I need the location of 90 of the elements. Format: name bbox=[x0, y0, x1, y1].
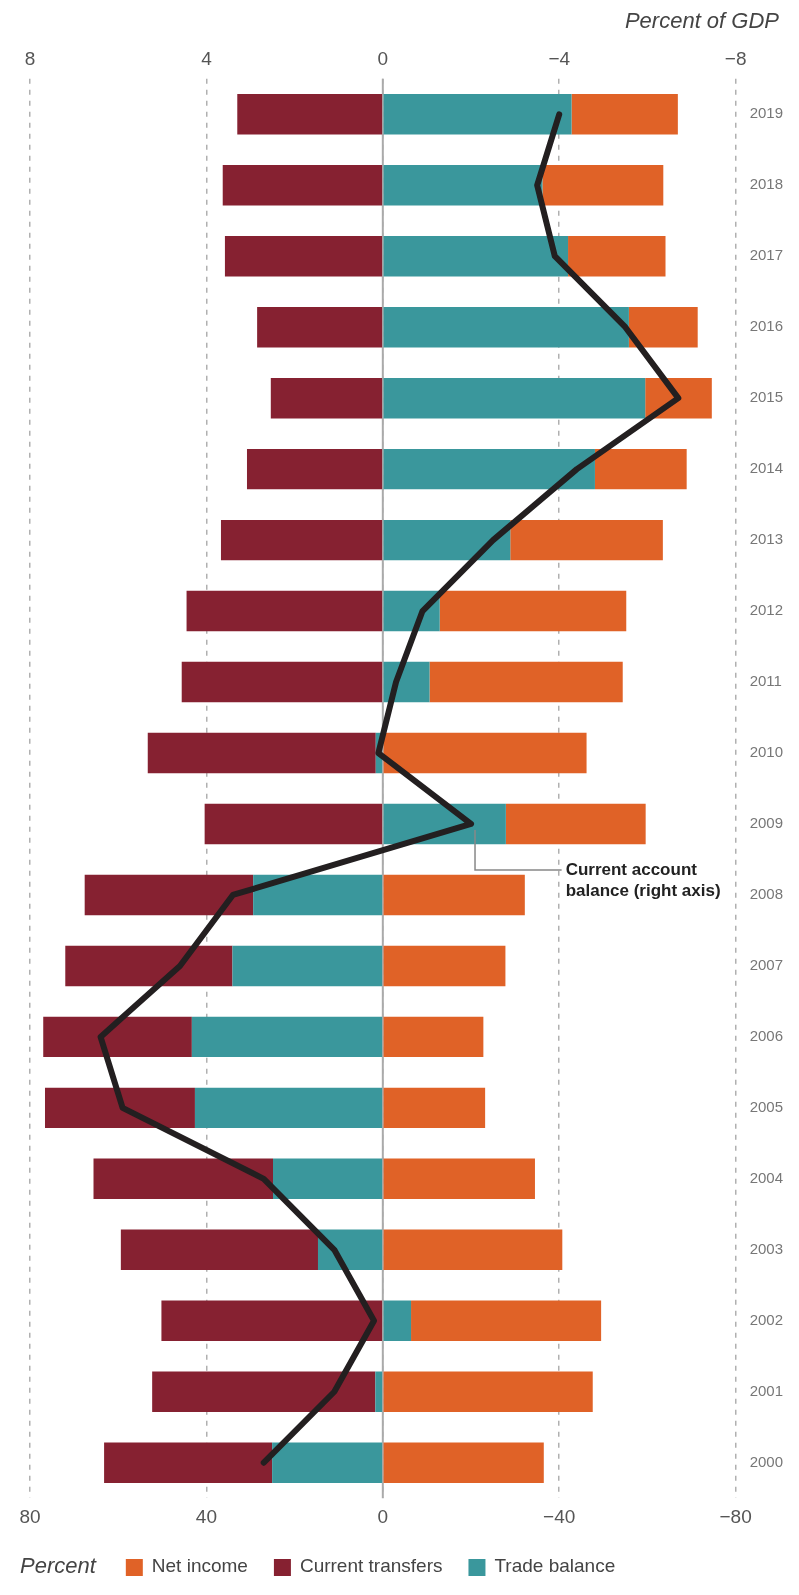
bar bbox=[571, 94, 678, 135]
bar bbox=[222, 165, 383, 206]
y-tick-label: 2009 bbox=[749, 814, 784, 832]
bar bbox=[594, 448, 687, 490]
bar bbox=[194, 1087, 383, 1129]
bar bbox=[270, 377, 383, 419]
bar bbox=[181, 661, 383, 703]
x-tick-label: 0 bbox=[377, 1505, 389, 1527]
y-tick-label: 2004 bbox=[749, 1168, 784, 1186]
bar bbox=[383, 1158, 535, 1200]
bar bbox=[568, 236, 666, 277]
bar bbox=[383, 1300, 412, 1341]
bar bbox=[383, 1371, 593, 1412]
x-axis-title: Percent bbox=[20, 1553, 97, 1579]
bar bbox=[220, 519, 383, 561]
y-tick-label: 2017 bbox=[749, 246, 784, 264]
bar bbox=[43, 1016, 192, 1058]
x-tick-label: 80 bbox=[19, 1505, 41, 1527]
bar bbox=[383, 945, 506, 987]
bar bbox=[104, 1442, 273, 1483]
y-tick-label: 2014 bbox=[749, 459, 784, 477]
y-tick-label: 2013 bbox=[749, 530, 784, 548]
bar bbox=[383, 1229, 563, 1271]
x-tick-label: −80 bbox=[719, 1505, 752, 1527]
x2-axis-title: Percent of GDP bbox=[624, 8, 780, 34]
bar bbox=[204, 803, 383, 845]
y-tick-label: 2010 bbox=[749, 743, 784, 761]
bar bbox=[224, 236, 383, 277]
bar bbox=[383, 377, 646, 419]
bar bbox=[383, 874, 525, 916]
y-tick-label: 2001 bbox=[749, 1381, 784, 1399]
x2-tick-label: 8 bbox=[24, 47, 36, 69]
bar bbox=[628, 306, 698, 348]
bar bbox=[383, 448, 595, 490]
bar bbox=[232, 945, 383, 987]
y-tick-label: 2015 bbox=[749, 388, 784, 406]
bar bbox=[120, 1229, 318, 1271]
bar bbox=[161, 1300, 383, 1341]
bar bbox=[253, 874, 383, 916]
bar bbox=[439, 590, 627, 632]
bar bbox=[542, 165, 664, 206]
legend-label: Current transfers bbox=[299, 1555, 443, 1577]
bar bbox=[505, 803, 646, 845]
bar bbox=[383, 165, 543, 206]
text: Current account balance (right axis) bbox=[565, 859, 721, 900]
bar bbox=[375, 1371, 383, 1412]
y-tick-label: 2000 bbox=[749, 1452, 784, 1470]
x2-tick-label: −4 bbox=[548, 47, 571, 69]
bar bbox=[93, 1158, 273, 1200]
bar bbox=[383, 236, 569, 277]
bar bbox=[191, 1016, 383, 1058]
y-tick-label: 2011 bbox=[749, 672, 782, 690]
bar bbox=[186, 590, 383, 632]
x2-tick-label: 0 bbox=[377, 47, 389, 69]
bar bbox=[257, 306, 383, 348]
y-tick-label: 2007 bbox=[749, 956, 784, 974]
y-tick-label: 2008 bbox=[749, 885, 784, 903]
bar bbox=[383, 306, 629, 348]
y-tick-label: 2016 bbox=[749, 317, 784, 335]
legend-label: Trade balance bbox=[494, 1555, 616, 1577]
bar bbox=[272, 1442, 383, 1483]
y-tick-label: 2006 bbox=[749, 1027, 784, 1045]
y-tick-label: 2003 bbox=[749, 1239, 784, 1257]
bar bbox=[383, 732, 587, 774]
bar bbox=[510, 519, 663, 561]
bar bbox=[237, 94, 383, 135]
x2-tick-label: −8 bbox=[724, 47, 747, 69]
bar bbox=[273, 1158, 383, 1200]
bar bbox=[383, 1442, 544, 1483]
bar bbox=[383, 94, 572, 135]
y-tick-label: 2019 bbox=[749, 104, 784, 122]
bar bbox=[152, 1371, 376, 1412]
bar bbox=[383, 1016, 484, 1058]
x-tick-label: −40 bbox=[543, 1505, 576, 1527]
bar bbox=[383, 519, 511, 561]
bar bbox=[411, 1300, 602, 1341]
y-tick-label: 2018 bbox=[749, 175, 784, 193]
y-tick-label: 2012 bbox=[749, 601, 784, 619]
x-tick-label: 40 bbox=[195, 1505, 217, 1527]
x2-tick-label: 4 bbox=[201, 47, 213, 69]
bar bbox=[84, 874, 254, 916]
y-tick-label: 2005 bbox=[749, 1098, 784, 1116]
bar bbox=[383, 1087, 486, 1129]
bar bbox=[246, 448, 383, 490]
bar bbox=[45, 1087, 195, 1129]
y-tick-label: 2002 bbox=[749, 1310, 784, 1328]
bar bbox=[65, 945, 233, 987]
legend-label: Net income bbox=[151, 1555, 248, 1577]
bar bbox=[429, 661, 623, 703]
bar bbox=[147, 732, 376, 774]
